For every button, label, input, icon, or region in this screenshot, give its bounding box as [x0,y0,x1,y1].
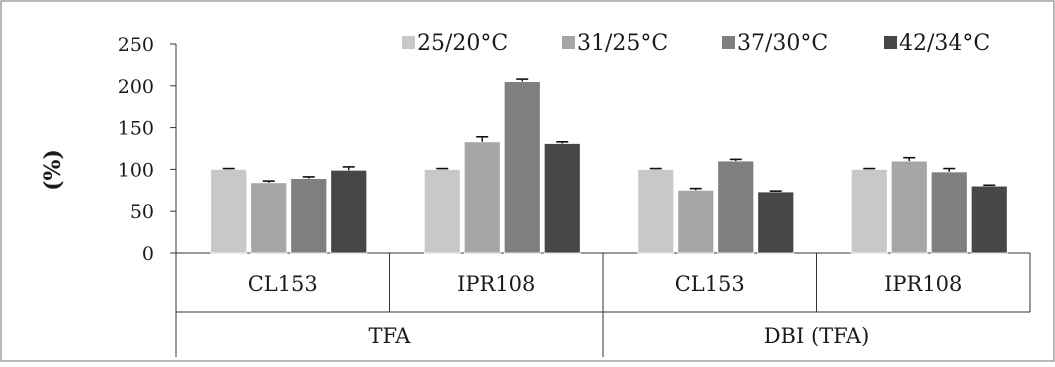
x-category-label: CL153 [248,272,318,296]
x-group-label: TFA [369,324,412,348]
x-group-label: DBI (TFA) [764,324,870,348]
legend-swatch [722,36,735,49]
bar [677,189,715,254]
bar [463,141,501,254]
y-axis-label: (%) [40,149,66,191]
bar [290,178,328,254]
y-tick-label: 100 [118,159,154,181]
bar [850,168,888,254]
x-category-label: IPR108 [884,272,962,296]
x-category-label: CL153 [675,272,745,296]
bar [330,169,368,254]
bar [717,160,755,254]
y-tick-label: 0 [142,243,154,265]
bar [970,185,1008,254]
bars [210,78,1008,254]
bar [637,168,675,254]
legend: 25/20°C 31/25°C 37/30°C 42/34°C [402,31,990,56]
legend-label: 25/20°C [417,31,508,56]
axes: 0 50 100 150 200 250 CL153 IPR108 CL153 IPR108 TFA… [118,34,1031,357]
legend-label: 31/25°C [577,31,668,56]
bar [930,171,968,254]
legend-swatch [402,36,415,49]
y-tick-label: 250 [118,34,154,56]
bar [250,182,288,254]
bar [890,160,928,254]
legend-label: 37/30°C [737,31,828,56]
bar [757,191,795,254]
x-category-label: IPR108 [457,272,535,296]
bar [543,143,581,254]
y-tick-label: 150 [118,118,154,140]
bar [503,81,541,254]
bar [423,168,461,254]
legend-swatch [562,36,575,49]
bar [210,168,248,254]
legend-label: 42/34°C [899,31,990,56]
legend-swatch [884,36,897,49]
y-tick-label: 200 [118,76,154,98]
y-tick-label: 50 [130,201,154,223]
